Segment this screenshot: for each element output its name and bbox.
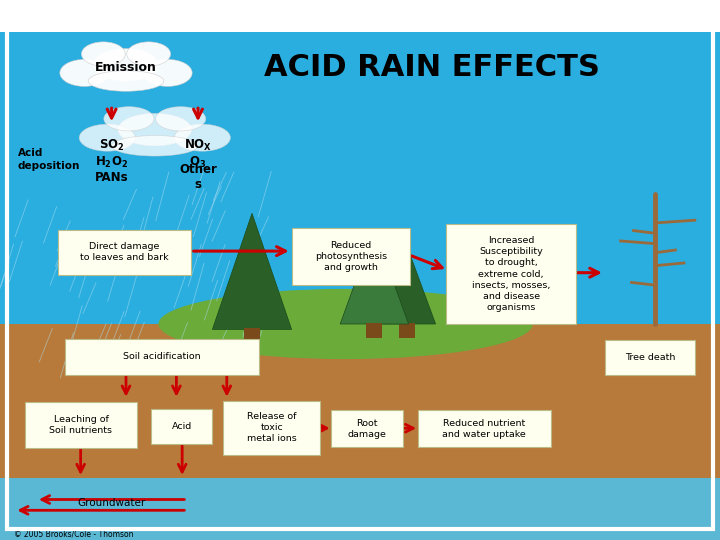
Text: Tree death: Tree death: [625, 353, 675, 362]
Bar: [0, 0, 720, 32]
Ellipse shape: [174, 124, 230, 151]
FancyBboxPatch shape: [151, 409, 212, 444]
FancyBboxPatch shape: [58, 230, 191, 275]
Bar: [399, 323, 415, 338]
Text: Root
damage: Root damage: [348, 418, 387, 439]
Polygon shape: [341, 230, 409, 324]
Bar: [0, 0, 720, 335]
FancyBboxPatch shape: [418, 410, 551, 447]
FancyBboxPatch shape: [223, 401, 320, 455]
Ellipse shape: [118, 113, 192, 146]
Ellipse shape: [94, 49, 158, 81]
Text: Soil acidification: Soil acidification: [123, 353, 201, 361]
Text: Acid
deposition: Acid deposition: [18, 148, 81, 171]
Ellipse shape: [60, 59, 109, 86]
Bar: [366, 323, 382, 338]
Bar: [0, 324, 720, 486]
Text: ACID RAIN EFFECTS: ACID RAIN EFFECTS: [264, 53, 600, 82]
Text: © 2005 Brooks/Cole - Thomson: © 2005 Brooks/Cole - Thomson: [14, 529, 134, 538]
FancyBboxPatch shape: [25, 402, 137, 448]
Polygon shape: [378, 246, 436, 324]
Text: Reduced
photosynthesis
and growth: Reduced photosynthesis and growth: [315, 241, 387, 272]
Ellipse shape: [156, 107, 206, 131]
Text: $\mathbf{O_3}$: $\mathbf{O_3}$: [189, 154, 207, 170]
Text: Other
s: Other s: [179, 163, 217, 191]
Ellipse shape: [81, 42, 125, 66]
Text: Direct damage
to leaves and bark: Direct damage to leaves and bark: [80, 242, 168, 262]
Text: Release of
toxic
metal ions: Release of toxic metal ions: [247, 412, 297, 443]
Text: Increased
Susceptibility
to drought,
extreme cold,
insects, mosses,
and disease
: Increased Susceptibility to drought, ext…: [472, 236, 550, 312]
Bar: [244, 328, 260, 343]
Ellipse shape: [127, 42, 171, 66]
Ellipse shape: [158, 289, 533, 359]
FancyBboxPatch shape: [331, 410, 403, 447]
FancyBboxPatch shape: [446, 224, 576, 324]
Polygon shape: [212, 213, 292, 329]
Text: Leaching of
Soil nutrients: Leaching of Soil nutrients: [50, 415, 112, 435]
Ellipse shape: [143, 59, 192, 86]
Text: $\mathbf{H_2O_2}$: $\mathbf{H_2O_2}$: [95, 154, 128, 170]
Text: Groundwater: Groundwater: [78, 498, 145, 508]
Bar: [0, 478, 720, 540]
FancyBboxPatch shape: [292, 228, 410, 285]
FancyBboxPatch shape: [65, 339, 259, 375]
Ellipse shape: [112, 136, 198, 156]
Text: Acid: Acid: [171, 422, 192, 431]
Ellipse shape: [104, 107, 154, 131]
FancyBboxPatch shape: [605, 340, 695, 375]
Ellipse shape: [88, 71, 163, 91]
Text: Emission: Emission: [95, 61, 157, 74]
Text: $\mathbf{NO_X}$: $\mathbf{NO_X}$: [184, 138, 212, 153]
Text: $\mathbf{SO_2}$: $\mathbf{SO_2}$: [99, 138, 125, 153]
Text: Reduced nutrient
and water uptake: Reduced nutrient and water uptake: [442, 418, 526, 439]
Text: PANs: PANs: [95, 171, 128, 184]
Ellipse shape: [79, 124, 135, 151]
